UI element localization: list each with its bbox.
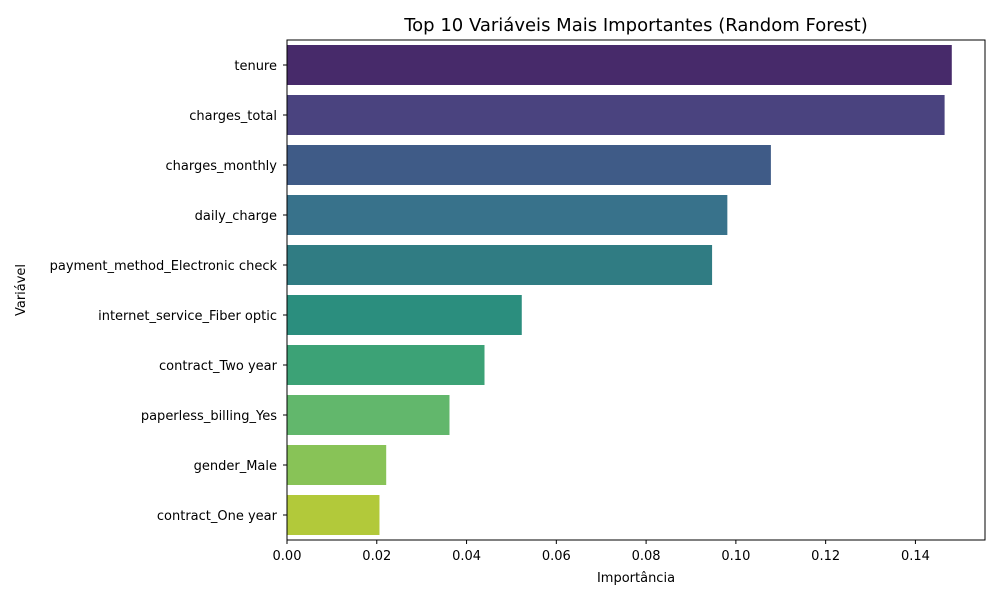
bar-4: [287, 245, 713, 285]
y-tick-label: charges_total: [189, 109, 277, 124]
chart-title: Top 10 Variáveis Mais Importantes (Rando…: [403, 15, 868, 36]
y-axis-ticks: tenure charges_total charges_monthly daily_…: [50, 59, 287, 524]
x-axis-label: Importância: [597, 571, 675, 586]
y-tick-label: paperless_billing_Yes: [141, 409, 277, 424]
x-tick-label: 0.12: [811, 549, 840, 564]
plot-frame: [286, 39, 986, 541]
y-axis-label: Variável: [14, 264, 29, 316]
bars-group: [287, 45, 952, 535]
bar-3: [287, 195, 728, 235]
bar-8: [287, 445, 387, 485]
y-tick-label: internet_service_Fiber optic: [98, 309, 277, 324]
bar-1: [287, 95, 945, 135]
bar-9: [287, 495, 380, 535]
x-tick-label: 0.02: [362, 549, 391, 564]
x-tick-label: 0.10: [721, 549, 750, 564]
x-tick-label: 0.08: [632, 549, 661, 564]
y-tick-label: contract_Two year: [159, 359, 278, 374]
bar-0: [287, 45, 952, 85]
bar-7: [287, 395, 450, 435]
bar-6: [287, 345, 485, 385]
bar-5: [287, 295, 522, 335]
y-tick-label: payment_method_Electronic check: [50, 259, 278, 274]
x-axis-ticks: 0.00 0.02 0.04 0.06 0.08 0.10 0.12 0.14: [273, 540, 930, 564]
x-tick-label: 0.14: [901, 549, 930, 564]
bar-2: [287, 145, 771, 185]
x-tick-label: 0.00: [273, 549, 302, 564]
y-tick-label: gender_Male: [194, 459, 277, 474]
y-tick-label: daily_charge: [195, 209, 277, 224]
y-tick-label: contract_One year: [157, 509, 278, 524]
y-tick-label: tenure: [234, 59, 277, 74]
y-tick-label: charges_monthly: [166, 159, 278, 174]
x-tick-label: 0.06: [542, 549, 571, 564]
x-tick-label: 0.04: [452, 549, 481, 564]
